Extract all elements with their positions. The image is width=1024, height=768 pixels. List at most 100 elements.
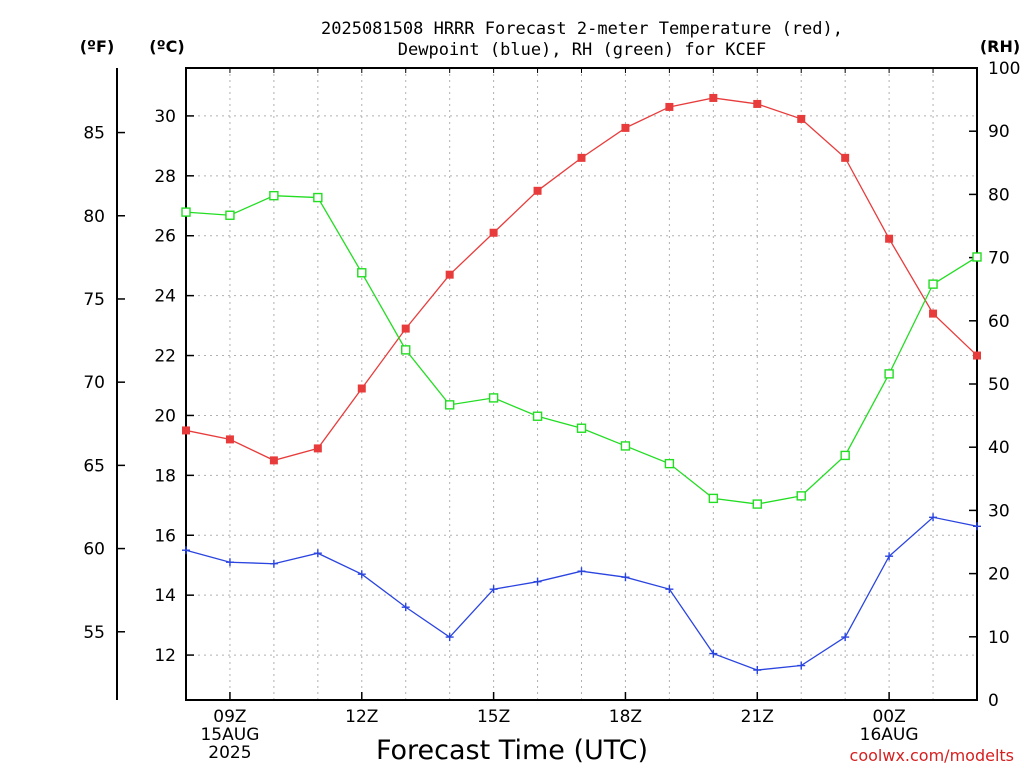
fahrenheit-tick-label: 75	[83, 290, 105, 310]
temperature-point	[753, 99, 762, 108]
temperature-point	[182, 426, 190, 435]
tick-labels: 12 14 16 18 20 22 24 26 28 30 55 60 65 70 75 80 85 0 10 20 3…	[83, 59, 1020, 763]
credit-label: coolwx.com/modelts	[850, 746, 1014, 765]
dewpoint-point	[885, 552, 894, 561]
x-tick-label: 2025	[208, 743, 251, 763]
celsius-tick-label: 30	[154, 107, 176, 127]
x-tick-label: 15Z	[477, 707, 510, 727]
fahrenheit-tick-label: 55	[83, 623, 105, 643]
rh-point	[928, 279, 938, 289]
x-tick-label: 00Z	[872, 707, 905, 727]
x-tick-label: 09Z	[213, 707, 246, 727]
dewpoint-point	[357, 570, 366, 579]
temperature-point	[401, 324, 410, 333]
temperature-point	[621, 123, 630, 132]
dewpoint-point	[182, 546, 190, 555]
dewpoint-point	[753, 666, 762, 675]
fahrenheit-tick-label: 65	[83, 456, 105, 476]
plot-frame	[185, 67, 978, 701]
rh-tick-label: 70	[988, 249, 1010, 269]
axes	[116, 67, 978, 701]
dewpoint-point	[313, 549, 322, 558]
fahrenheit-tick-label: 70	[83, 373, 105, 393]
dewpoint-point	[269, 559, 278, 568]
dewpoint-point	[489, 585, 498, 594]
fahrenheit-tick-label: 60	[83, 540, 105, 560]
rh-point	[620, 441, 631, 451]
rh-tick-label: 30	[988, 501, 1010, 521]
dewpoint-point	[225, 558, 234, 567]
temperature-point	[445, 270, 454, 279]
x-tick-label: 12Z	[345, 707, 378, 727]
temperature-point	[841, 153, 850, 162]
celsius-tick-label: 16	[154, 526, 176, 546]
rh-tick-label: 90	[988, 122, 1010, 142]
dewpoint-point	[665, 585, 674, 594]
celsius-tick-label: 14	[154, 586, 176, 606]
celsius-tick-label: 12	[154, 646, 176, 666]
dewpoint-point	[841, 633, 850, 642]
rh-point	[796, 491, 806, 501]
rh-tick-label: 20	[988, 565, 1010, 585]
temperature-point	[929, 309, 938, 318]
series-temperature	[182, 93, 981, 465]
grid-lines	[186, 68, 977, 700]
x-tick-label: 16AUG	[860, 725, 919, 745]
dewpoint-point	[709, 649, 718, 658]
series-rh	[181, 190, 982, 509]
rh-point	[357, 268, 367, 278]
x-axis-label: Forecast Time (UTC)	[376, 735, 648, 766]
rh-point	[181, 207, 191, 217]
fahrenheit-unit-label: (ºF)	[80, 37, 115, 56]
rh-point	[401, 345, 411, 355]
temperature-point	[709, 93, 718, 102]
chart-title-line2: Dewpoint (blue), RH (green) for KCEF	[398, 40, 766, 60]
celsius-tick-label: 22	[154, 347, 176, 367]
temperature-point	[665, 102, 674, 111]
rh-point	[664, 458, 675, 469]
temperature-point	[357, 384, 366, 393]
dewpoint-point	[929, 513, 938, 522]
series-line-dewpoint	[185, 516, 978, 671]
rh-point	[225, 210, 235, 220]
celsius-tick-label: 18	[154, 466, 176, 486]
temperature-point	[533, 186, 542, 195]
temperature-point	[797, 114, 806, 123]
temperature-point	[313, 444, 322, 453]
temperature-point	[885, 234, 894, 243]
temperature-point	[577, 153, 586, 162]
rh-point	[972, 252, 982, 262]
rh-point	[313, 192, 323, 203]
series-dewpoint	[182, 513, 981, 675]
rh-tick-label: 40	[988, 438, 1010, 458]
celsius-tick-label: 20	[154, 406, 176, 426]
rh-point	[269, 190, 279, 201]
rh-tick-label: 80	[988, 185, 1010, 205]
temperature-point	[225, 435, 234, 444]
celsius-unit-label: (ºC)	[149, 37, 184, 56]
rh-tick-label: 50	[988, 375, 1010, 395]
plot-series	[181, 93, 982, 675]
dewpoint-point	[973, 522, 981, 531]
rh-point	[752, 499, 762, 509]
series-line-rh	[185, 195, 978, 505]
temperature-point	[269, 456, 278, 465]
rh-point	[488, 393, 499, 403]
chart-title-line1: 2025081508 HRRR Forecast 2-meter Tempera…	[321, 19, 843, 39]
rh-point	[576, 423, 587, 433]
dewpoint-point	[445, 633, 454, 642]
rh-point	[884, 369, 894, 379]
dewpoint-point	[577, 567, 586, 576]
rh-unit-label: (RH)	[980, 37, 1020, 56]
rh-point	[532, 411, 543, 421]
x-tick-label: 18Z	[609, 707, 642, 727]
celsius-tick-label: 24	[154, 287, 176, 307]
rh-tick-label: 10	[988, 628, 1010, 648]
celsius-tick-label: 26	[154, 227, 176, 247]
dewpoint-point	[621, 573, 630, 582]
fahrenheit-tick-label: 80	[83, 207, 105, 227]
x-tick-label: 21Z	[741, 707, 774, 727]
rh-point	[840, 450, 850, 461]
rh-point	[708, 493, 719, 504]
celsius-tick-label: 28	[154, 167, 176, 187]
